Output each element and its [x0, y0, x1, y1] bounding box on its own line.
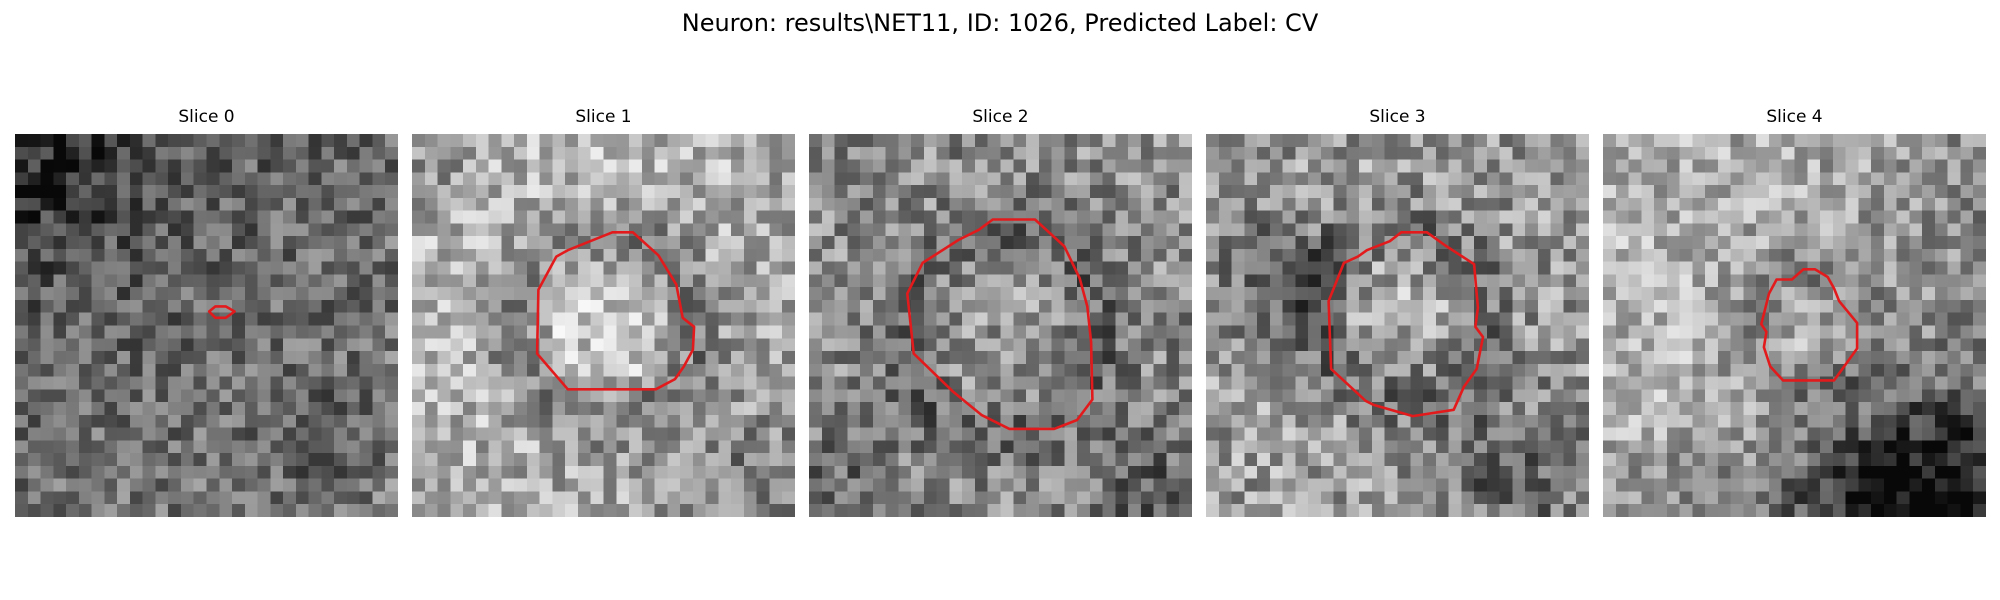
slice-image-0 — [15, 134, 398, 517]
pixel-grid — [1206, 134, 1589, 517]
slice-panel-4: Slice 4 — [1603, 104, 1986, 517]
pixel-grid — [412, 134, 795, 517]
slice-title-3: Slice 3 — [1369, 107, 1426, 127]
segmentation-contour — [207, 305, 236, 320]
figure-title: Neuron: results\NET11, ID: 1026, Predict… — [681, 9, 1319, 37]
slice-title-2: Slice 2 — [972, 107, 1029, 127]
slice-panel-1: Slice 1 — [412, 104, 795, 517]
slice-title-4: Slice 4 — [1766, 107, 1823, 127]
slice-panel-0: Slice 0 — [15, 104, 398, 517]
pixel-grid — [15, 134, 398, 517]
slice-image-2 — [809, 134, 1192, 517]
slice-title-0: Slice 0 — [178, 107, 235, 127]
slice-title-1: Slice 1 — [575, 107, 632, 127]
pixel-grid — [809, 134, 1192, 517]
slice-panel-2: Slice 2 — [809, 104, 1192, 517]
segmentation-contour — [1327, 231, 1485, 418]
segmentation-contour — [535, 231, 696, 391]
slice-image-4 — [1603, 134, 1986, 517]
segmentation-contour — [906, 218, 1094, 431]
slice-panel-3: Slice 3 — [1206, 104, 1589, 517]
pixel-grid — [1603, 134, 1986, 517]
slice-image-1 — [412, 134, 795, 517]
slice-image-3 — [1206, 134, 1589, 517]
segmentation-contour — [1760, 268, 1859, 382]
